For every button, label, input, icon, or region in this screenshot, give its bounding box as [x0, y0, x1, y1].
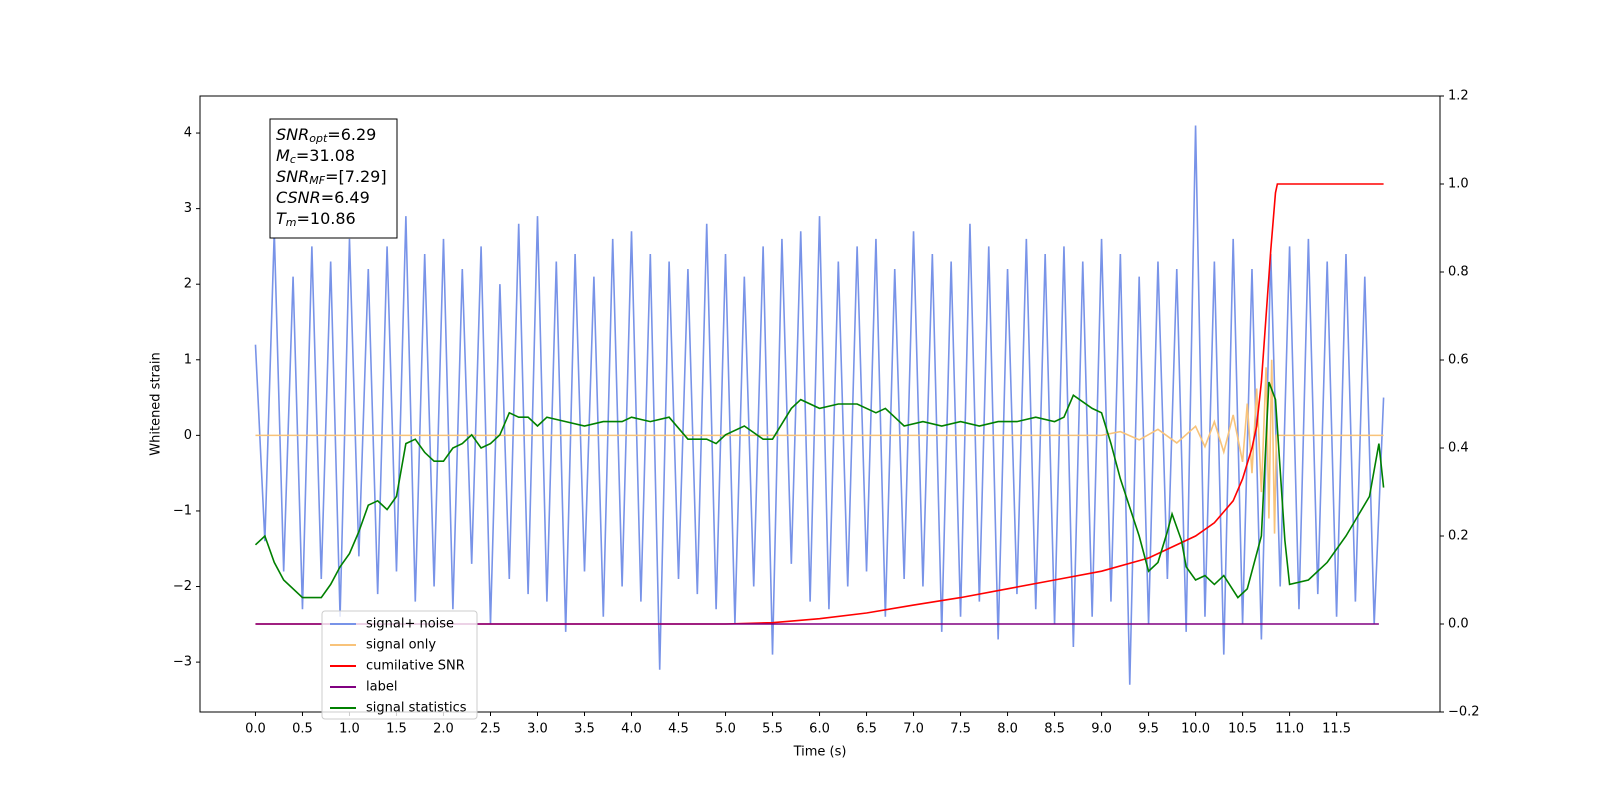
annotation: SNRMF=[7.29] — [276, 167, 387, 188]
x-tick-label: 1.0 — [339, 722, 360, 737]
x-tick-label: 7.0 — [903, 722, 924, 737]
annotation-sub: opt — [309, 132, 328, 145]
annotation: SNRopt=6.29 — [276, 125, 376, 146]
series-line — [254, 125, 1385, 685]
x-axis-label: Time (s) — [793, 745, 847, 760]
x-tick-label: 4.0 — [621, 722, 642, 737]
annotation-sub: c — [290, 153, 296, 166]
x-tick-label: 6.0 — [809, 722, 830, 737]
y2-tick-label: 0.6 — [1448, 353, 1469, 368]
y-axis-label: Whitened strain — [149, 352, 164, 455]
legend-label: signal only — [366, 638, 436, 653]
annotation-name: SNR — [276, 125, 309, 144]
annotation-value: =[7.29] — [325, 167, 387, 186]
y2-tick-label: 0.8 — [1448, 265, 1469, 280]
y-tick-label: 0 — [184, 428, 192, 443]
x-tick-label: 10.0 — [1181, 722, 1210, 737]
x-tick-label: 2.5 — [480, 722, 501, 737]
annotation-name: CSNR — [276, 188, 321, 207]
y-tick-label: −1 — [173, 503, 192, 518]
annotation-value: =6.49 — [321, 188, 370, 207]
y2-tick-label: 0.0 — [1448, 617, 1469, 632]
y2-tick-label: 1.0 — [1448, 177, 1469, 192]
annotation: Mc=31.08 — [276, 146, 355, 167]
legend-label: signal+ noise — [366, 617, 454, 632]
legend-label: signal statistics — [366, 701, 467, 716]
series-line — [255, 183, 1384, 625]
y2-tick-label: 0.4 — [1448, 441, 1469, 456]
y-tick-label: 4 — [184, 126, 192, 141]
legend-label: cumilative SNR — [366, 659, 465, 674]
y2-tick-label: 0.2 — [1448, 529, 1469, 544]
x-tick-label: 10.5 — [1228, 722, 1257, 737]
x-tick-label: 3.5 — [574, 722, 595, 737]
x-tick-label: 11.0 — [1275, 722, 1304, 737]
series-line — [254, 381, 1385, 599]
annotation-name: SNR — [276, 167, 309, 186]
x-tick-label: 11.5 — [1322, 722, 1351, 737]
x-tick-label: 6.5 — [856, 722, 877, 737]
x-tick-label: 0.5 — [292, 722, 313, 737]
series-line — [255, 359, 1384, 534]
annotation-value: =31.08 — [296, 146, 355, 165]
annotation-name: T — [276, 209, 287, 228]
annotation-box — [269, 118, 398, 239]
annotation: CSNR=6.49 — [276, 188, 370, 207]
x-tick-label: 3.0 — [527, 722, 548, 737]
x-tick-label: 7.5 — [950, 722, 971, 737]
y-tick-label: −2 — [173, 579, 192, 594]
annotation-name: M — [276, 146, 290, 165]
annotation-value: =10.86 — [297, 209, 356, 228]
x-tick-label: 9.5 — [1138, 722, 1159, 737]
x-tick-label: 8.0 — [997, 722, 1018, 737]
annotation: Tm=10.86 — [276, 209, 356, 230]
legend-box — [321, 610, 478, 720]
x-tick-label: 2.0 — [433, 722, 454, 737]
x-tick-label: 4.5 — [668, 722, 689, 737]
annotation-sub: MF — [309, 174, 325, 187]
x-tick-label: 5.0 — [715, 722, 736, 737]
y-tick-label: 2 — [184, 277, 192, 292]
y2-tick-label: 1.2 — [1448, 89, 1469, 104]
y-tick-label: 3 — [184, 201, 192, 216]
annotation-value: =6.29 — [327, 125, 376, 144]
x-tick-label: 8.5 — [1044, 722, 1065, 737]
legend-label: label — [366, 680, 397, 695]
annotation-sub: m — [286, 216, 297, 229]
y-tick-label: −3 — [173, 655, 192, 670]
x-tick-label: 1.5 — [386, 722, 407, 737]
x-tick-label: 9.0 — [1091, 722, 1112, 737]
y2-tick-label: −0.2 — [1448, 705, 1480, 720]
y-tick-label: 1 — [184, 352, 192, 367]
x-tick-label: 5.5 — [762, 722, 783, 737]
x-tick-label: 0.0 — [245, 722, 266, 737]
